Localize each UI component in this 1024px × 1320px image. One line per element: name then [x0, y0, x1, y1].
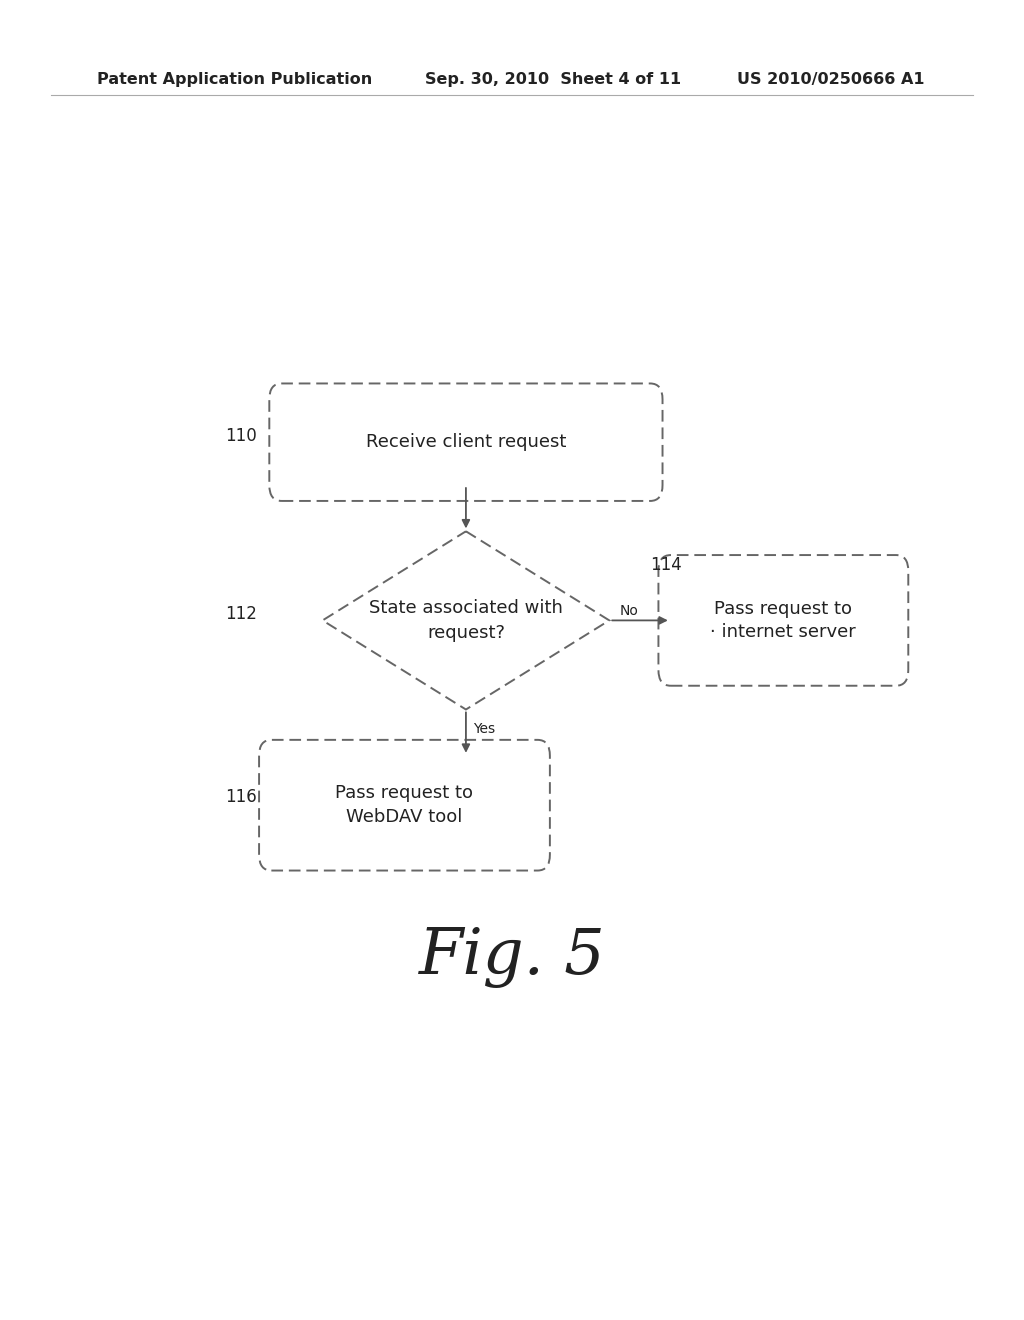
Text: Yes: Yes	[473, 722, 496, 735]
Text: 110: 110	[225, 426, 257, 445]
FancyBboxPatch shape	[658, 554, 908, 685]
Text: Receive client request: Receive client request	[366, 433, 566, 451]
Text: 114: 114	[650, 556, 682, 574]
Text: State associated with
request?: State associated with request?	[369, 599, 563, 642]
Text: No: No	[620, 605, 638, 618]
Text: 116: 116	[225, 788, 257, 807]
Text: Pass request to
WebDAV tool: Pass request to WebDAV tool	[336, 784, 473, 826]
Text: Sep. 30, 2010  Sheet 4 of 11: Sep. 30, 2010 Sheet 4 of 11	[425, 71, 681, 87]
FancyBboxPatch shape	[259, 739, 550, 871]
Text: Pass request to
· internet server: Pass request to · internet server	[711, 599, 856, 642]
Text: US 2010/0250666 A1: US 2010/0250666 A1	[737, 71, 925, 87]
FancyBboxPatch shape	[269, 383, 663, 500]
Text: Fig. 5: Fig. 5	[419, 927, 605, 987]
Text: Patent Application Publication: Patent Application Publication	[97, 71, 373, 87]
Polygon shape	[323, 531, 609, 710]
Text: 112: 112	[225, 605, 257, 623]
